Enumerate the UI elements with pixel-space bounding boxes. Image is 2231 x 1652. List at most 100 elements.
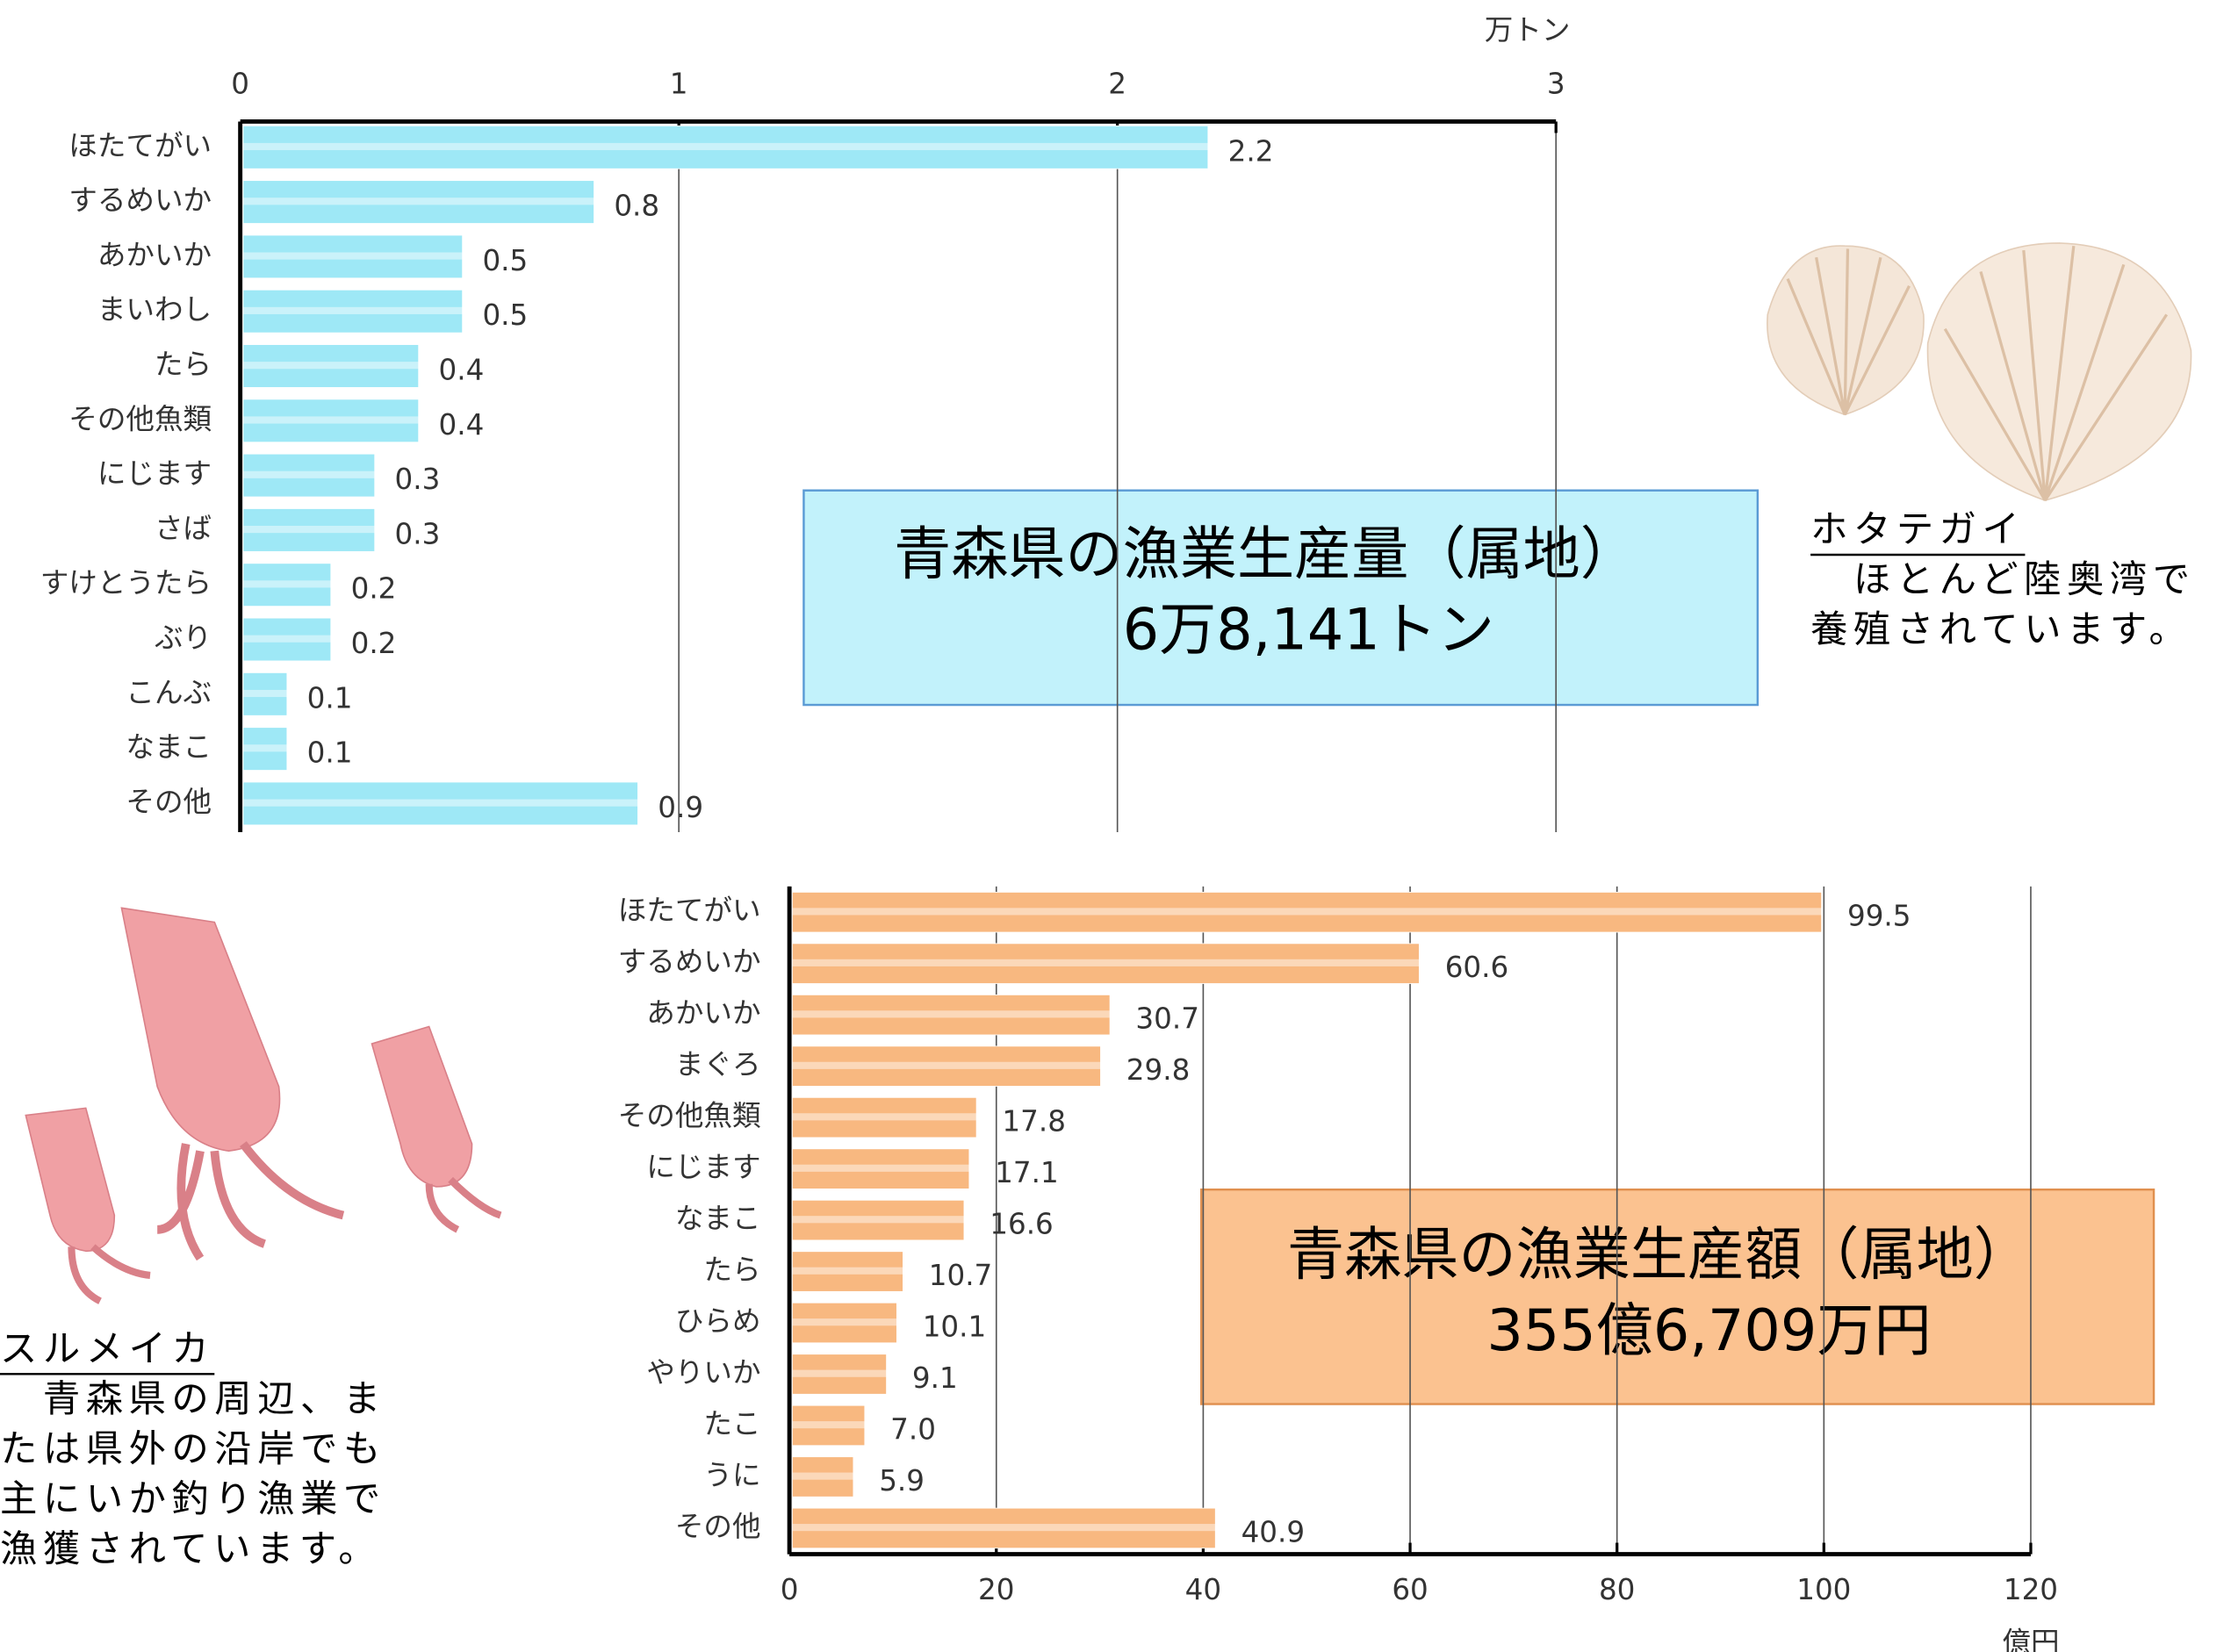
y-tick-label: うに — [703, 1458, 760, 1491]
x-tick-label: 3 — [1547, 68, 1565, 101]
bar-highlight — [792, 1010, 1111, 1018]
caption-text: たは県外の沿岸でも — [0, 1427, 386, 1470]
value-label: 60.6 — [1445, 951, 1509, 984]
value-label: 0.5 — [482, 244, 528, 277]
y-tick-label: その他魚類 — [68, 402, 212, 435]
x-tick-label: 80 — [1599, 1573, 1635, 1606]
x-tick-label: 40 — [1185, 1573, 1221, 1606]
y-tick-label: あかいか — [646, 996, 760, 1030]
bar — [791, 1045, 1101, 1087]
bar-highlight — [792, 1164, 969, 1172]
value-label: 0.3 — [395, 463, 441, 496]
x-tick-label: 20 — [978, 1573, 1014, 1606]
y-tick-label: ほたてがい — [618, 894, 761, 927]
value-label: 10.7 — [929, 1259, 993, 1292]
bar — [242, 617, 332, 662]
bar — [242, 453, 376, 498]
bar — [242, 344, 420, 388]
x-tick-label: 2 — [1108, 68, 1126, 101]
bar-highlight — [242, 416, 419, 424]
value-label: 5.9 — [879, 1464, 925, 1498]
bar-highlight — [242, 689, 287, 698]
value-label: 40.9 — [1241, 1515, 1306, 1548]
bar — [242, 508, 376, 552]
y-tick-label: なまこ — [126, 730, 212, 764]
y-tick-label: ほたてがい — [68, 129, 212, 162]
bar-highlight — [792, 959, 1420, 966]
bar-highlight — [792, 1061, 1101, 1069]
value-label: 30.7 — [1135, 1002, 1199, 1036]
bar — [791, 1148, 970, 1189]
bar — [791, 1302, 897, 1344]
y-tick-label: たら — [155, 348, 212, 381]
bar — [791, 1251, 903, 1292]
y-tick-label: ひらめ — [675, 1304, 761, 1338]
x-tick-label: 60 — [1392, 1573, 1428, 1606]
bar — [242, 781, 638, 826]
bar — [242, 563, 332, 607]
chart-title: 青森県の漁業生産額（属地） — [1287, 1222, 2031, 1288]
caption-text: 青森県の周辺、ま — [0, 1377, 386, 1420]
value-label: 0.5 — [482, 298, 528, 332]
bar — [791, 1354, 888, 1395]
y-tick-label: さば — [155, 512, 212, 545]
bar — [242, 289, 464, 334]
bar — [242, 125, 1209, 169]
y-tick-label: あかいか — [97, 238, 212, 271]
value-label: 0.2 — [351, 627, 397, 660]
y-tick-label: その他 — [126, 785, 212, 818]
bar — [791, 1199, 965, 1241]
y-tick-label: すけとうたら — [40, 566, 212, 600]
bar-highlight — [792, 1369, 887, 1377]
chart-title: 青森県の漁業生産量（属地） — [894, 521, 1637, 587]
bar-highlight — [792, 1472, 853, 1480]
bar — [791, 892, 1823, 933]
bar-highlight — [792, 1216, 964, 1224]
bar-highlight — [792, 1524, 1216, 1532]
value-label: 0.1 — [307, 681, 353, 715]
value-label: 0.2 — [351, 572, 397, 606]
bar — [242, 399, 420, 443]
y-tick-label: たこ — [703, 1407, 760, 1440]
y-tick-label: なまこ — [675, 1202, 761, 1235]
bar — [242, 727, 288, 771]
bar — [242, 672, 288, 716]
value-label: 7.0 — [890, 1412, 936, 1446]
y-tick-label: にじます — [97, 457, 212, 491]
bar — [791, 943, 1420, 984]
value-label: 99.5 — [1847, 900, 1911, 933]
bar — [791, 994, 1111, 1036]
value-label: 29.8 — [1126, 1053, 1191, 1087]
value-label: 17.1 — [995, 1156, 1059, 1189]
x-tick-label: 1 — [670, 68, 688, 101]
bar-highlight — [242, 744, 287, 752]
value-label: 0.3 — [395, 517, 441, 550]
caption-text: ほとんど陸奥湾で — [1810, 557, 2195, 600]
y-tick-label: まいわし — [97, 293, 212, 327]
x-tick-label: 0 — [231, 68, 249, 101]
bar-highlight — [242, 142, 1208, 151]
axis-unit: 億円 — [2002, 1626, 2059, 1652]
y-tick-label: たら — [703, 1253, 760, 1287]
x-tick-label: 0 — [781, 1573, 799, 1606]
bar — [791, 1096, 977, 1138]
value-label: 17.8 — [1002, 1105, 1066, 1138]
bar-highlight — [242, 580, 331, 588]
chart-subtitle: 355億6,709万円 — [1486, 1298, 1931, 1364]
bar-highlight — [792, 1318, 897, 1326]
value-label: 10.1 — [923, 1311, 987, 1344]
y-tick-label: その他魚類 — [618, 1099, 761, 1132]
chart-subtitle: 6万8,141トン — [1123, 598, 1494, 664]
bar-highlight — [242, 198, 594, 205]
bar — [791, 1404, 866, 1447]
squid-illustration — [25, 907, 502, 1304]
bar-highlight — [242, 362, 419, 370]
value-label: 0.4 — [439, 408, 485, 442]
bar-highlight — [242, 799, 638, 807]
y-tick-label: にじます — [646, 1151, 760, 1184]
value-label: 16.6 — [990, 1208, 1054, 1241]
value-label: 0.4 — [439, 354, 485, 387]
bar-highlight — [242, 526, 375, 534]
